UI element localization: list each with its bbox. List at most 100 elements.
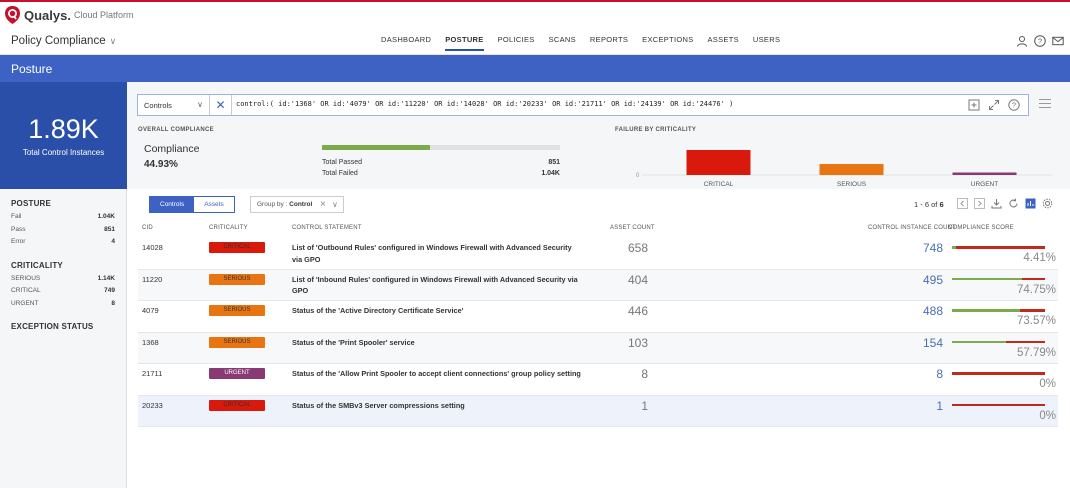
column-compliance-score[interactable]: COMPLIANCE SCORE [948,225,1014,231]
nav-scans[interactable]: SCANS [548,35,576,44]
chart-view-icon[interactable] [1025,198,1036,209]
facet-count: 1.14K [97,274,115,282]
add-filter-icon[interactable] [968,99,980,111]
criticality-facet-critical[interactable]: CRITICAL 749 [11,285,115,298]
column-cid[interactable]: CID [142,225,153,231]
compliance-score-bar [952,372,1045,375]
x-tick-label: CRITICAL [704,181,734,188]
cell-asset-count[interactable]: 658 [627,241,648,255]
table-row[interactable]: 14028 CRITICAL List of 'Outbound Rules' co… [138,238,1058,270]
bar-serious[interactable] [819,163,884,175]
cell-control-statement[interactable]: Status of the 'Print Spooler' service [292,337,415,347]
chevron-down-icon: ∨ [332,200,338,209]
close-icon[interactable]: × [320,199,326,210]
nav-reports[interactable]: REPORTS [589,35,629,44]
left-filter-panel: POSTURE Fail 1.04K Pass 851 Error 4 CRITICALI… [0,189,127,488]
cell-control-instance-count[interactable]: 748 [922,241,943,255]
cell-control-statement[interactable]: List of 'Outbound Rules' configured in W… [292,243,572,264]
criticality-facet-urgent[interactable]: URGENT 8 [11,298,115,311]
clear-search-button[interactable]: ✕ [210,95,232,115]
cell-compliance-score: 74.75% [1016,283,1056,296]
nav-posture[interactable]: POSTURE [445,35,484,51]
column-control-instance-count[interactable]: CONTROL INSTANCE COUNT [868,225,957,231]
cell-compliance-score: 73.57% [1016,315,1056,327]
column-control-statement[interactable]: CONTROL STATEMENT [292,225,362,231]
pagination-range: 1 - 6 of [914,200,938,209]
compliance-progress-bar [322,145,560,150]
nav-users[interactable]: USERS [752,35,781,44]
total-failed-label: Total Failed [322,170,358,177]
failure-by-criticality-title: FAILURE BY CRITICALITY [615,127,697,133]
total-passed-label: Total Passed [322,159,363,166]
search-query-input[interactable]: control:( id:'1368' OR id:'4079' OR id:'… [236,100,734,108]
cell-asset-count[interactable]: 446 [627,304,648,318]
nav-assets[interactable]: ASSETS [707,35,739,44]
app-switcher[interactable]: Policy Compliance ∨ [11,35,116,47]
cell-control-statement[interactable]: List of 'Inbound Rules' configured in Wi… [292,274,578,296]
exception-status-heading[interactable]: EXCEPTION STATUS [11,322,94,331]
posture-list: Fail 1.04K Pass 851 Error 4 [11,211,115,249]
cell-control-instance-count[interactable]: 154 [922,335,943,350]
group-by-select[interactable]: Group by : Control × ∨ [250,196,344,213]
expand-icon[interactable] [988,99,1000,111]
total-passed-row: Total Passed 851 [322,159,560,166]
qualys-logo[interactable]: Qualys. Cloud Platform [5,6,134,24]
next-page-icon[interactable] [974,198,985,209]
nav-policies[interactable]: POLICIES [497,35,535,44]
cell-control-statement[interactable]: Status of the 'Allow Print Spooler to ac… [292,369,581,378]
bar-critical[interactable] [686,150,751,175]
qualys-shield-icon [5,6,20,24]
table-row[interactable]: 4079 SERIOUS Status of the 'Active Directo… [138,301,1058,333]
nav-exceptions[interactable]: EXCEPTIONS [642,35,694,44]
menu-icon[interactable] [1039,99,1051,110]
compliance-score-bar [952,277,1045,280]
compliance-score-fill [952,246,957,249]
compliance-score-bar [952,246,1045,249]
compliance-score-fill [952,309,1021,312]
cell-control-instance-count[interactable]: 8 [936,367,943,381]
bar-urgent[interactable] [952,172,1017,176]
table-row[interactable]: 20233 CRITICAL Status of the SMBv3 Server … [138,395,1058,427]
cell-control-statement[interactable]: Status of the 'Active Directory Certific… [292,306,464,315]
cell-control-instance-count[interactable]: 488 [922,304,943,318]
top-bar: Qualys. Cloud Platform [0,0,1070,27]
criticality-facet-serious[interactable]: SERIOUS 1.14K [11,273,115,286]
posture-facet-fail[interactable]: Fail 1.04K [11,211,115,224]
help-icon[interactable]: ? [1008,99,1020,111]
prev-page-icon[interactable] [957,198,968,209]
help-icon[interactable]: ? [1034,35,1046,47]
column-criticality[interactable]: CRITICALITY [209,225,248,231]
cell-asset-count[interactable]: 8 [641,367,648,381]
criticality-badge: SERIOUS [209,336,265,348]
y-tick-label: 0 [636,173,640,179]
user-icon[interactable] [1016,35,1028,47]
posture-facet-pass[interactable]: Pass 851 [11,224,115,237]
settings-icon[interactable] [1042,198,1053,209]
group-by-value: Control [289,201,313,208]
tab-assets[interactable]: Assets [194,197,234,212]
table-row[interactable]: 21711 URGENT Status of the 'Allow Print Sp… [138,364,1058,396]
main-nav: DASHBOARD POSTURE POLICIES SCANS REPORTS EXCE… [381,35,794,51]
download-icon[interactable] [991,198,1002,209]
column-asset-count[interactable]: ASSET COUNT [610,225,655,231]
nav-dashboard[interactable]: DASHBOARD [381,35,432,44]
cell-asset-count[interactable]: 1 [641,398,648,413]
cell-control-statement[interactable]: Status of the SMBv3 Server compressions … [292,400,465,410]
total-failed-value: 1.04K [541,170,560,177]
cell-asset-count[interactable]: 103 [627,335,648,350]
total-value: 1.89K [28,114,99,144]
table-row[interactable]: 1368 SERIOUS Status of the 'Print Spooler'… [138,332,1058,364]
cell-asset-count[interactable]: 404 [627,272,648,287]
table-row[interactable]: 11220 SERIOUS List of 'Inbound Rules' conf… [138,269,1058,301]
mail-icon[interactable] [1052,35,1064,47]
posture-facet-error[interactable]: Error 4 [11,236,115,249]
posture-heading: POSTURE [11,199,52,208]
compliance-score-fill [952,277,1022,280]
tab-controls[interactable]: Controls [150,197,195,212]
refresh-icon[interactable] [1008,198,1019,209]
cell-control-instance-count[interactable]: 495 [922,272,943,287]
criticality-badge: SERIOUS [209,305,265,316]
search-scope-select[interactable]: Controls ∨ [138,95,210,115]
cell-cid: 1368 [142,337,159,347]
cell-control-instance-count[interactable]: 1 [936,398,943,413]
